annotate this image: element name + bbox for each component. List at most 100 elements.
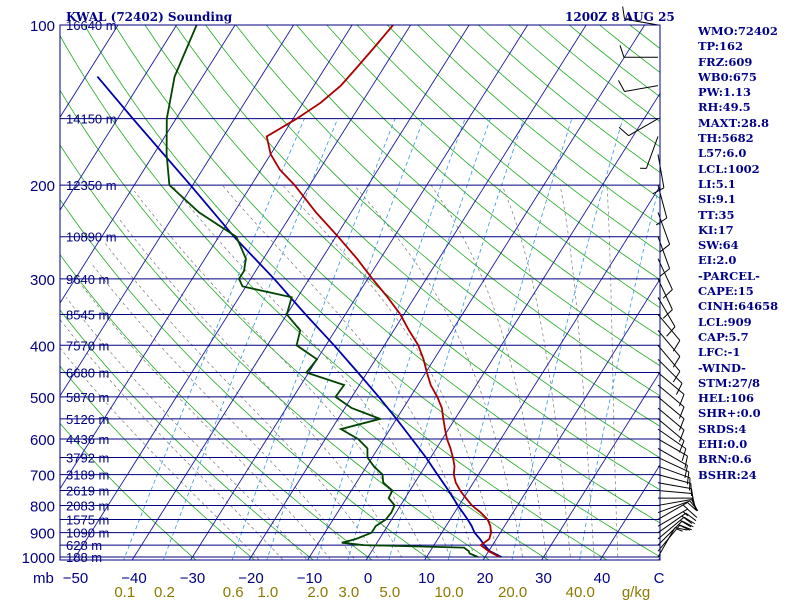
mixing-ratio-tick-label: 0.1	[114, 584, 135, 600]
index-item: LCL:1002	[698, 161, 760, 176]
mixing-ratio-tick-label: 0.6	[223, 584, 244, 600]
index-item: CAPE:15	[698, 284, 754, 299]
wind-barb-flag	[683, 516, 696, 525]
isotherm	[131, 25, 470, 560]
dry-adiabat	[114, 25, 660, 524]
wind-barb-flag	[681, 515, 693, 524]
index-item: SRDS:4	[698, 421, 747, 436]
index-item: STM:27/8	[698, 375, 761, 390]
dry-adiabat	[60, 89, 549, 560]
pressure-tick-label: 700	[30, 468, 55, 485]
wind-barb-flag	[662, 289, 673, 299]
mixing-ratio-tick-label: 20.0	[498, 584, 527, 600]
dry-adiabat	[326, 25, 660, 309]
wind-barb-staff	[657, 457, 690, 473]
pressure-tick-label: 500	[30, 390, 55, 407]
wind-barb-half-flag	[682, 511, 689, 517]
temperature-tick-label: −40	[121, 570, 146, 587]
index-item: LCL:909	[698, 314, 752, 329]
wind-barb-staff	[657, 499, 692, 506]
moist-adiabat	[282, 184, 500, 560]
mixing-ratio-line	[579, 181, 660, 560]
isotherm	[190, 25, 529, 560]
height-label: 6680 m	[66, 366, 109, 381]
wind-barb-flag	[679, 519, 692, 528]
wind-barb-staff	[657, 384, 685, 408]
wind-barb-staff	[657, 344, 681, 372]
wind-barb-staff	[657, 502, 688, 520]
pressure-tick-label: 900	[30, 526, 55, 543]
moist-adiabat	[171, 184, 452, 560]
isotherm	[60, 25, 236, 304]
temperature-unit-label: C	[654, 570, 665, 587]
isotherm	[482, 278, 660, 560]
wind-barb-flag	[690, 483, 693, 497]
dry-adiabat	[205, 25, 660, 427]
height-label: 3189 m	[66, 468, 109, 483]
wind-barb-flag	[618, 80, 625, 92]
wind-barb-flag	[678, 418, 685, 431]
wind-barbs	[618, 6, 699, 558]
moist-adiabat	[222, 184, 476, 560]
height-label: 5126 m	[66, 412, 109, 427]
wind-barb-flag	[678, 406, 685, 419]
mixing-ratio-line	[123, 118, 305, 560]
index-item: CAP:5.7	[698, 329, 749, 344]
index-item: EHI:0.0	[698, 437, 748, 452]
dry-adiabat	[84, 25, 660, 558]
wind-barb-flag	[672, 371, 681, 383]
pressure-unit-label: mb	[33, 570, 54, 587]
wind-barb-flag	[672, 356, 681, 368]
dry-adiabat	[174, 25, 660, 459]
dry-adiabat	[296, 25, 660, 337]
height-label: 8545 m	[66, 307, 109, 322]
index-item: PW:1.13	[698, 85, 752, 100]
dry-adiabat	[60, 198, 432, 560]
wind-barb-staff	[624, 85, 659, 93]
plot-frame	[59, 24, 661, 561]
temperature-tick-label: 0	[364, 570, 372, 587]
index-item: MAXT:28.8	[698, 115, 769, 130]
wind-barb-flag	[678, 394, 685, 407]
wind-barb-staff	[657, 330, 681, 357]
index-item: LFC:-1	[698, 345, 741, 360]
wind-barb-flag	[659, 268, 670, 277]
isotherm	[60, 25, 61, 26]
isotherm	[248, 25, 587, 560]
wind-barb-flag	[690, 488, 694, 502]
parcel-trace	[96, 76, 502, 558]
height-label: 4436 m	[66, 432, 109, 447]
wind-barb-staff	[657, 447, 688, 466]
mixing-ratio-tick-label: 5.0	[379, 584, 400, 600]
dry-adiabat	[265, 25, 660, 367]
wind-barb-staff	[657, 314, 681, 341]
temperature-tick-label: 20	[477, 570, 494, 587]
height-label: 14150 m	[66, 112, 117, 127]
height-label: 1090 m	[66, 526, 109, 541]
index-item: BRN:0.6	[698, 452, 752, 467]
temperature-tick-label: −30	[180, 570, 205, 587]
wind-barb-staff	[657, 465, 691, 479]
isotherm	[541, 371, 660, 560]
wind-barb-flag	[678, 429, 685, 442]
index-item: LI:5.1	[698, 176, 736, 191]
wind-barb-flag	[655, 217, 668, 226]
mixing-ratio-tick-label: 1.0	[257, 584, 278, 600]
wind-barb-flag	[662, 309, 673, 319]
height-label: 7570 m	[66, 338, 109, 353]
wind-barb-staff	[628, 118, 659, 137]
wind-barb-staff	[657, 482, 692, 490]
height-label: 12350 m	[66, 178, 117, 193]
wind-barb-flag	[678, 524, 691, 531]
index-item: EI:2.0	[698, 253, 737, 268]
wind-barb-staff	[657, 500, 691, 514]
moist-adiabat	[76, 278, 332, 560]
wind-barb-staff	[657, 407, 685, 431]
wind-barb-flag	[684, 455, 688, 469]
index-item: CINH:64658	[698, 299, 779, 314]
wind-barb-staff	[657, 428, 687, 450]
isotherm	[599, 464, 660, 560]
wind-barb-flag	[618, 126, 629, 137]
